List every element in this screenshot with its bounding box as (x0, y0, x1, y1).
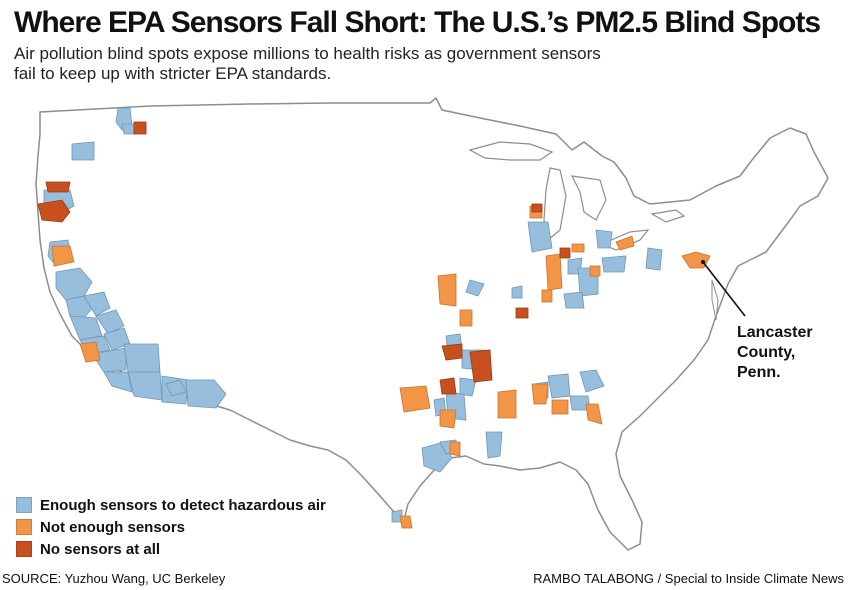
legend-label-none: No sensors at all (40, 540, 161, 558)
lake-ontario (650, 209, 686, 223)
county-not-enough (439, 409, 457, 429)
county-none (559, 247, 571, 259)
callout-line-3: Penn. (737, 364, 781, 381)
county-enough (547, 373, 571, 399)
county-not-enough (571, 243, 585, 253)
county-enough (95, 309, 125, 335)
county-enough (71, 141, 95, 161)
county-not-enough (79, 341, 101, 363)
legend-label-enough: Enough sensors to detect hazardous air (40, 496, 326, 514)
lake-superior (468, 141, 554, 161)
county-enough (595, 229, 613, 249)
county-not-enough (541, 289, 553, 303)
map-title: Where EPA Sensors Fall Short: The U.S.’s… (14, 6, 821, 39)
us-outline (35, 97, 829, 551)
callout-line-1: Lancaster (737, 324, 813, 341)
county-enough (127, 371, 163, 401)
counties-not-enough (51, 205, 711, 529)
source-note: SOURCE: Yuzhou Wang, UC Berkeley (2, 571, 226, 586)
county-not-enough (497, 389, 517, 419)
county-enough (103, 371, 133, 393)
county-not-enough (615, 235, 635, 251)
county-not-enough (437, 273, 457, 307)
counties-none (37, 121, 571, 395)
county-enough (511, 285, 523, 299)
county-enough (123, 343, 161, 373)
county-not-enough (459, 309, 473, 327)
county-none (439, 377, 457, 395)
chesapeake-bay (711, 279, 719, 321)
legend-swatch-none (16, 541, 32, 557)
map-subtitle: Air pollution blind spots expose million… (14, 44, 601, 83)
county-not-enough (585, 403, 603, 425)
county-none (45, 181, 71, 193)
credit-note: RAMBO TALABONG / Special to Inside Clima… (533, 571, 844, 586)
legend-swatch-enough (16, 497, 32, 513)
legend-item-none: No sensors at all (16, 538, 326, 560)
lancaster-callout: Lancaster County, Penn. (737, 323, 837, 383)
county-not-enough (399, 515, 413, 529)
county-enough (601, 255, 627, 273)
county-enough (579, 369, 605, 393)
county-not-enough (545, 253, 563, 291)
lake-michigan (543, 167, 567, 242)
lake-huron (570, 175, 607, 221)
callout-leader-line (702, 261, 746, 317)
county-not-enough (551, 399, 569, 415)
county-enough (83, 291, 111, 317)
county-none (441, 343, 463, 361)
county-enough (485, 431, 503, 459)
county-enough (185, 379, 227, 409)
county-not-enough (531, 383, 549, 405)
county-enough (165, 379, 187, 397)
county-enough (91, 347, 127, 373)
lancaster-marker (701, 260, 705, 264)
county-enough (645, 247, 663, 271)
legend-swatch-not-enough (16, 519, 32, 535)
county-none (531, 203, 543, 213)
county-enough (459, 377, 477, 397)
county-none (37, 199, 71, 223)
callout-line-2: County, (737, 344, 796, 361)
legend-label-not-enough: Not enough sensors (40, 518, 186, 536)
county-not-enough (399, 385, 431, 413)
legend-item-not-enough: Not enough sensors (16, 516, 326, 538)
county-none (515, 307, 529, 319)
county-none (133, 121, 147, 135)
county-not-enough (449, 441, 461, 457)
county-not-enough (51, 245, 75, 267)
legend: Enough sensors to detect hazardous air N… (16, 494, 326, 560)
county-enough (527, 221, 553, 253)
county-not-enough (589, 265, 601, 277)
county-enough (563, 291, 585, 309)
county-enough (465, 279, 485, 297)
county-none (469, 349, 493, 383)
legend-item-enough: Enough sensors to detect hazardous air (16, 494, 326, 516)
